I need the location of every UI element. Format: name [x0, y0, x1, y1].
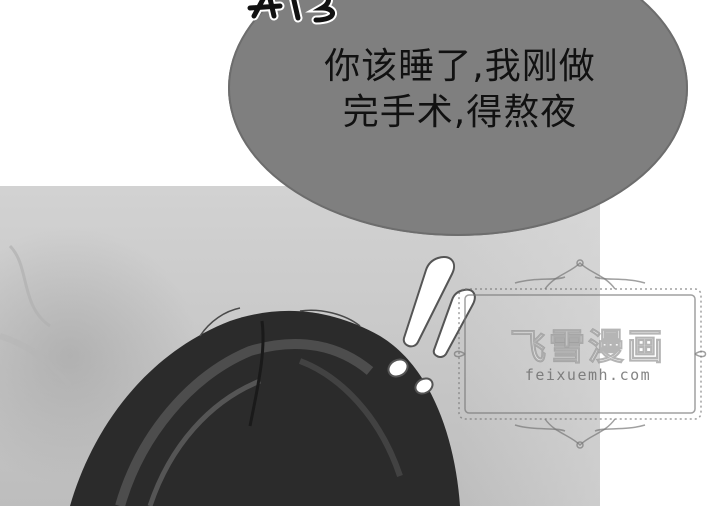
photo-panel [0, 186, 600, 506]
watermark-url: feixuemh.com [524, 366, 652, 384]
sfx-lettering-top [245, 0, 337, 25]
background-shade [460, 186, 600, 506]
hair-illustration [0, 244, 460, 506]
speech-line-1: 你该睡了,我刚做 [324, 46, 596, 87]
watermark-title: 飞雪漫画 [509, 327, 666, 369]
watermark-frame [453, 259, 707, 449]
speech-bubble [228, 0, 688, 236]
speech-bubble-text: 你该睡了,我刚做 完手术,得熬夜 [250, 44, 670, 136]
speech-line-2: 完手术,得熬夜 [342, 92, 578, 133]
